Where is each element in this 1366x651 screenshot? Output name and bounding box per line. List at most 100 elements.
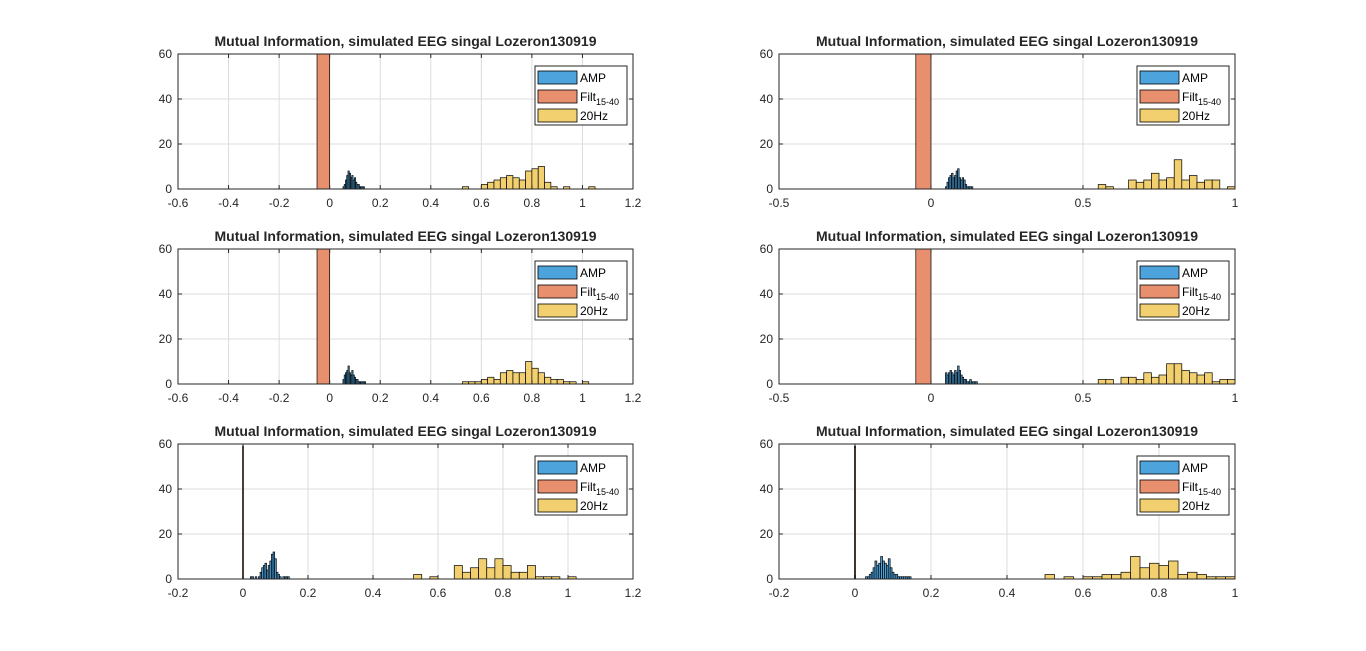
legend-label-hz20: 20Hz: [1182, 304, 1210, 318]
bar-hz20: [1101, 574, 1112, 579]
bar-filt: [316, 54, 331, 189]
bar-hz20: [531, 168, 539, 189]
y-tick-label: 0: [766, 377, 773, 391]
bar-hz20: [499, 177, 507, 189]
axes-box: [177, 248, 634, 385]
bar-hz20: [1196, 374, 1205, 384]
bar-hz20: [494, 558, 504, 579]
bar-hz20: [537, 372, 545, 384]
legend-swatch-hz20: [1139, 498, 1180, 513]
x-tick-label: 0.8: [1151, 586, 1168, 600]
bar-hz20: [1166, 363, 1175, 384]
subplot-1: -0.6 -0.4 -0.2 0 0.2 0.4 0.6 0.8 1 1.2 0 20 40 60 Mutu…: [159, 33, 642, 210]
bar-hz20: [506, 175, 514, 189]
y-tick-label: 40: [159, 92, 173, 106]
bar-hz20: [1135, 181, 1145, 189]
legend-swatch-amp: [537, 70, 578, 85]
bar-hz20: [493, 179, 501, 189]
y-tick-label: 60: [159, 242, 173, 256]
y-tick-label: 0: [766, 182, 773, 196]
x-tick-label: -0.4: [218, 391, 239, 405]
legend-label-hz20: 20Hz: [580, 109, 608, 123]
bar-hz20: [556, 379, 564, 384]
legend-label-hz20: 20Hz: [580, 499, 608, 513]
chart-title: Mutual Information, simulated EEG singal…: [215, 228, 597, 244]
y-tick-label: 40: [159, 482, 173, 496]
bar-amp: [364, 381, 367, 384]
bar-amp: [251, 576, 254, 579]
x-tick-label: -0.6: [168, 391, 189, 405]
bar-hz20: [480, 379, 489, 384]
bar-hz20: [1219, 379, 1228, 384]
bars: [915, 54, 1235, 189]
y-tick-label: 40: [159, 287, 173, 301]
bar-hz20: [518, 372, 526, 384]
bar-hz20: [525, 170, 533, 189]
bar-hz20: [1211, 179, 1221, 189]
axes-box: [177, 443, 634, 580]
x-tick-label: 0.5: [1075, 391, 1092, 405]
legend-swatch-filt: [537, 284, 578, 299]
bar-hz20: [1166, 177, 1175, 189]
y-tick-label: 0: [165, 377, 172, 391]
x-tick-label: 1.2: [625, 586, 642, 600]
bar-hz20: [499, 372, 507, 384]
bar-hz20: [588, 186, 596, 189]
chart-title: Mutual Information, simulated EEG singal…: [816, 228, 1198, 244]
legend-subscript: 15-40: [1198, 292, 1221, 302]
x-tick-label: 1.2: [625, 391, 642, 405]
x-tick-label: 0.4: [422, 196, 439, 210]
bar-hz20: [1189, 372, 1198, 384]
bar-hz20: [1105, 379, 1114, 384]
legend-label-amp: AMP: [580, 461, 606, 475]
bar-hz20: [1151, 376, 1160, 384]
bar-hz20: [1158, 565, 1169, 579]
bar-hz20: [1196, 574, 1207, 579]
legend-swatch-amp: [537, 460, 578, 475]
y-tick-label: 0: [766, 572, 773, 586]
legend-label-amp: AMP: [1182, 266, 1208, 280]
axes-box: [778, 53, 1236, 190]
x-tick-label: 0: [852, 586, 859, 600]
bar-filt: [316, 249, 331, 384]
x-tick-label: 0.8: [524, 196, 541, 210]
x-tick-label: 1: [1232, 586, 1239, 600]
legend-swatch-filt: [537, 89, 578, 104]
bar-hz20: [518, 571, 528, 579]
bar-hz20: [510, 571, 520, 579]
bar-hz20: [1204, 372, 1213, 384]
x-tick-label: -0.2: [269, 196, 290, 210]
bar-hz20: [1111, 574, 1122, 579]
legend-swatch-amp: [537, 265, 578, 280]
x-tick-label: 0.8: [524, 391, 541, 405]
bar-hz20: [1204, 179, 1213, 189]
y-tick-label: 0: [165, 572, 172, 586]
x-tick-label: -0.4: [218, 196, 239, 210]
bar-hz20: [1227, 186, 1235, 189]
legend-label-amp: AMP: [1182, 71, 1208, 85]
x-tick-label: 0.2: [372, 391, 389, 405]
bar-hz20: [1143, 179, 1152, 189]
x-tick-label: 0.4: [999, 586, 1016, 600]
bar-hz20: [1097, 379, 1107, 384]
bar-hz20: [1143, 372, 1152, 384]
bar-hz20: [563, 186, 571, 189]
legend-swatch-filt: [1139, 89, 1180, 104]
bar-hz20: [544, 376, 552, 384]
x-tick-label: 0.2: [300, 586, 317, 600]
legend-subscript: 15-40: [596, 292, 619, 302]
x-tick-label: -0.6: [168, 196, 189, 210]
x-tick-label: 1: [579, 196, 586, 210]
x-tick-label: 0.6: [430, 586, 447, 600]
y-tick-label: 40: [760, 287, 774, 301]
x-tick-label: 1: [1232, 391, 1239, 405]
bar-hz20: [551, 576, 561, 579]
bar-hz20: [1189, 175, 1198, 189]
bar-hz20: [487, 376, 495, 384]
